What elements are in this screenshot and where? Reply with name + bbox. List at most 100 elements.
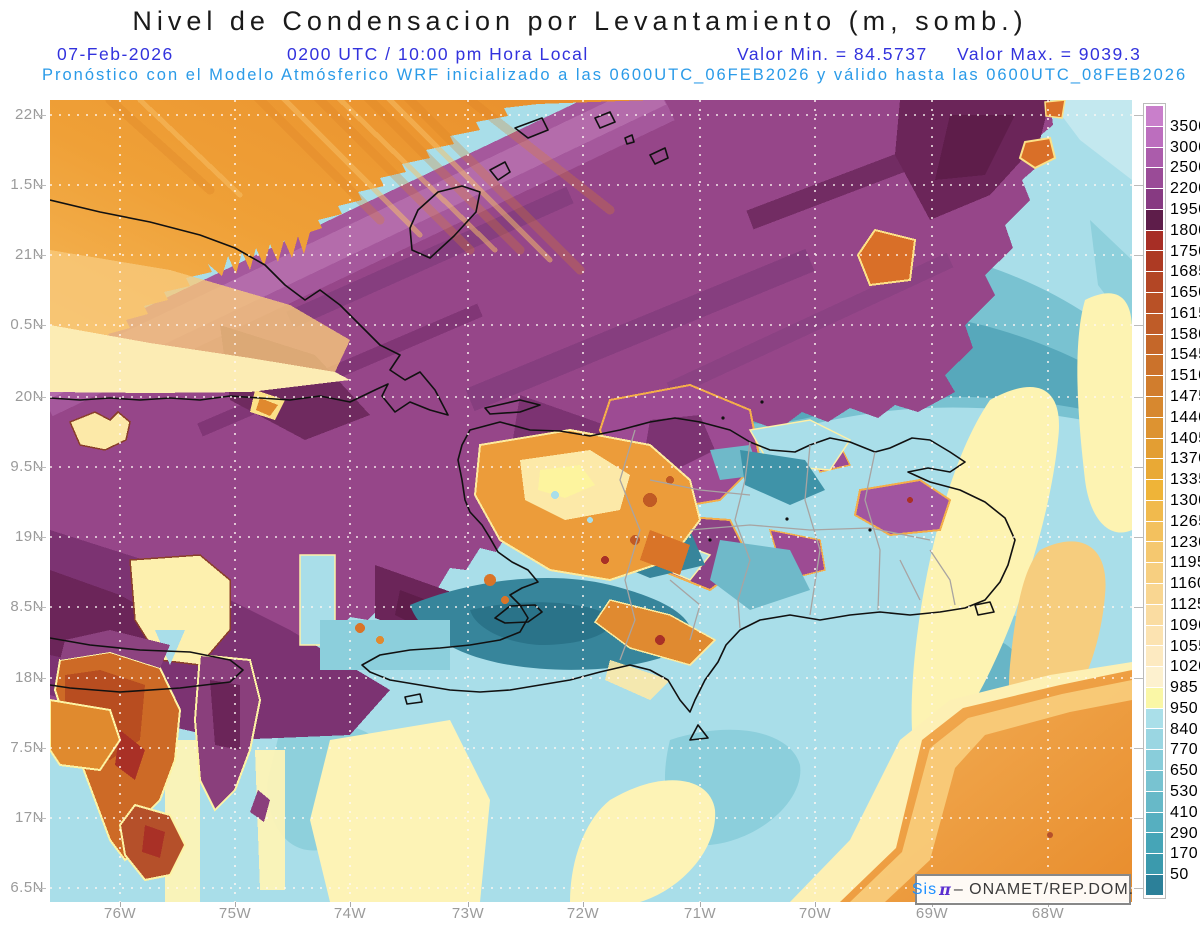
lat-tick [36,325,46,326]
lat-tick [1134,537,1144,538]
west-yellow-blobs [69,410,231,666]
jamaica-coastline [50,637,244,693]
bottomleft-blobs [50,630,285,902]
lat-label: 1.5N [10,176,44,193]
lat-tick [36,255,46,256]
colorbar-cell [1146,230,1163,251]
colorbar-label: 290 [1170,824,1199,842]
colorbar-cell [1146,708,1163,729]
colorbar-label: 1475 [1170,388,1200,406]
lat-label: 22N [14,106,44,123]
colorbar-cell [1146,417,1163,438]
lat-label: 18N [14,669,44,686]
colorbar-cell [1146,459,1163,480]
yellow-streak-region [310,293,1132,902]
colorbar-cell [1146,874,1163,895]
lat-tick [1134,748,1144,749]
turks-islands [594,111,669,165]
colorbar-cell [1146,189,1163,209]
lat-tick [36,397,46,398]
lat-tick [36,115,46,116]
colorbar-cell [1146,750,1163,770]
beata-island [689,724,709,741]
colorbar-cell [1146,251,1163,272]
colorbar-cell [1146,168,1163,189]
coastlines [50,111,1016,741]
lon-tick [468,902,469,907]
valor-max-label: Valor Max. = 9039.3 [957,44,1142,64]
colorbar-label: 1090 [1170,616,1200,634]
lat-tick [1134,397,1144,398]
lat-label: 17N [14,809,44,826]
colorbar-cell [1146,293,1163,313]
colorbar-label: 50 [1170,866,1189,884]
lat-tick [36,748,46,749]
ile-a-vache [404,693,423,705]
colorbar-cell [1146,396,1163,417]
colorbar-cell [1146,313,1163,334]
lat-label: 21N [14,246,44,263]
colorbar-label: 650 [1170,762,1199,780]
lon-tick [235,902,236,907]
colorbar-label: 1195 [1170,554,1200,572]
colorbar-cell [1146,687,1163,708]
lat-tick [36,185,46,186]
colorbar-label: 1265 [1170,512,1200,530]
lat-tick [1134,818,1144,819]
mayaguana-island [514,117,549,139]
tortue-island [484,399,541,415]
colorbar-cell [1146,126,1163,147]
colorbar-label: 1615 [1170,304,1200,322]
forecast-subtitle: Pronóstico con el Modelo Atmósferico WRF… [42,66,1188,84]
colorbar-label: 1800 [1170,221,1200,239]
lat-label: 8.5N [10,598,44,615]
lat-tick [36,607,46,608]
colorbar-label: 1580 [1170,325,1200,343]
lat-tick [36,537,46,538]
colorbar-cell [1146,667,1163,687]
colorbar-label: 1440 [1170,408,1200,426]
colorbar-label: 1750 [1170,242,1200,260]
colorbar-label: 1055 [1170,637,1200,655]
watermark-pi-icon: π [939,880,952,899]
inagua-island [409,185,481,259]
watermark-box: Sis π – ONAMET/REP.DOM. [912,874,1135,905]
lon-tick [583,902,584,907]
lon-label: 69W [915,905,949,922]
lon-tick [815,902,816,907]
colorbar-cell [1146,604,1163,625]
page-title: Nivel de Condensacion por Levantamiento … [132,6,1028,36]
lon-label: 71W [683,905,717,922]
northeast-orange-pockets [1018,100,1066,170]
haiti-mountain-cluster [355,428,717,700]
colorbar-label: 840 [1170,720,1199,738]
colorbar-label: 3500 [1170,117,1200,135]
colorbar-label: 985 [1170,679,1199,697]
colorbar-label: 1510 [1170,367,1200,385]
colorbar-label: 530 [1170,783,1199,801]
colorbar-cell [1146,521,1163,542]
lat-label: 7.5N [10,739,44,756]
colorbar-label: 1545 [1170,346,1200,364]
lat-tick [36,678,46,679]
colorbar-label: 1950 [1170,200,1200,218]
colorbar-cell [1146,833,1163,854]
watermark-onamet: – ONAMET/REP.DOM. [953,880,1135,898]
colorbar-label: 1405 [1170,429,1200,447]
lon-label: 73W [451,905,485,922]
cuba-coastline [50,199,449,416]
colorbar-label: 2500 [1170,159,1200,177]
colorbar-label: 1650 [1170,284,1200,302]
colorbar [1143,103,1166,899]
colorbar-cell [1146,147,1163,168]
colorbar-label: 2200 [1170,180,1200,198]
colorbar-cell [1146,583,1163,604]
weather-map [50,100,1132,902]
colorbar-label: 170 [1170,845,1199,863]
hispaniola-coastline [361,417,1016,713]
lon-tick [700,902,701,907]
province-borders [619,429,956,661]
colorbar-label: 1300 [1170,492,1200,509]
colorbar-cell [1146,563,1163,583]
colorbar-cell [1146,106,1163,126]
